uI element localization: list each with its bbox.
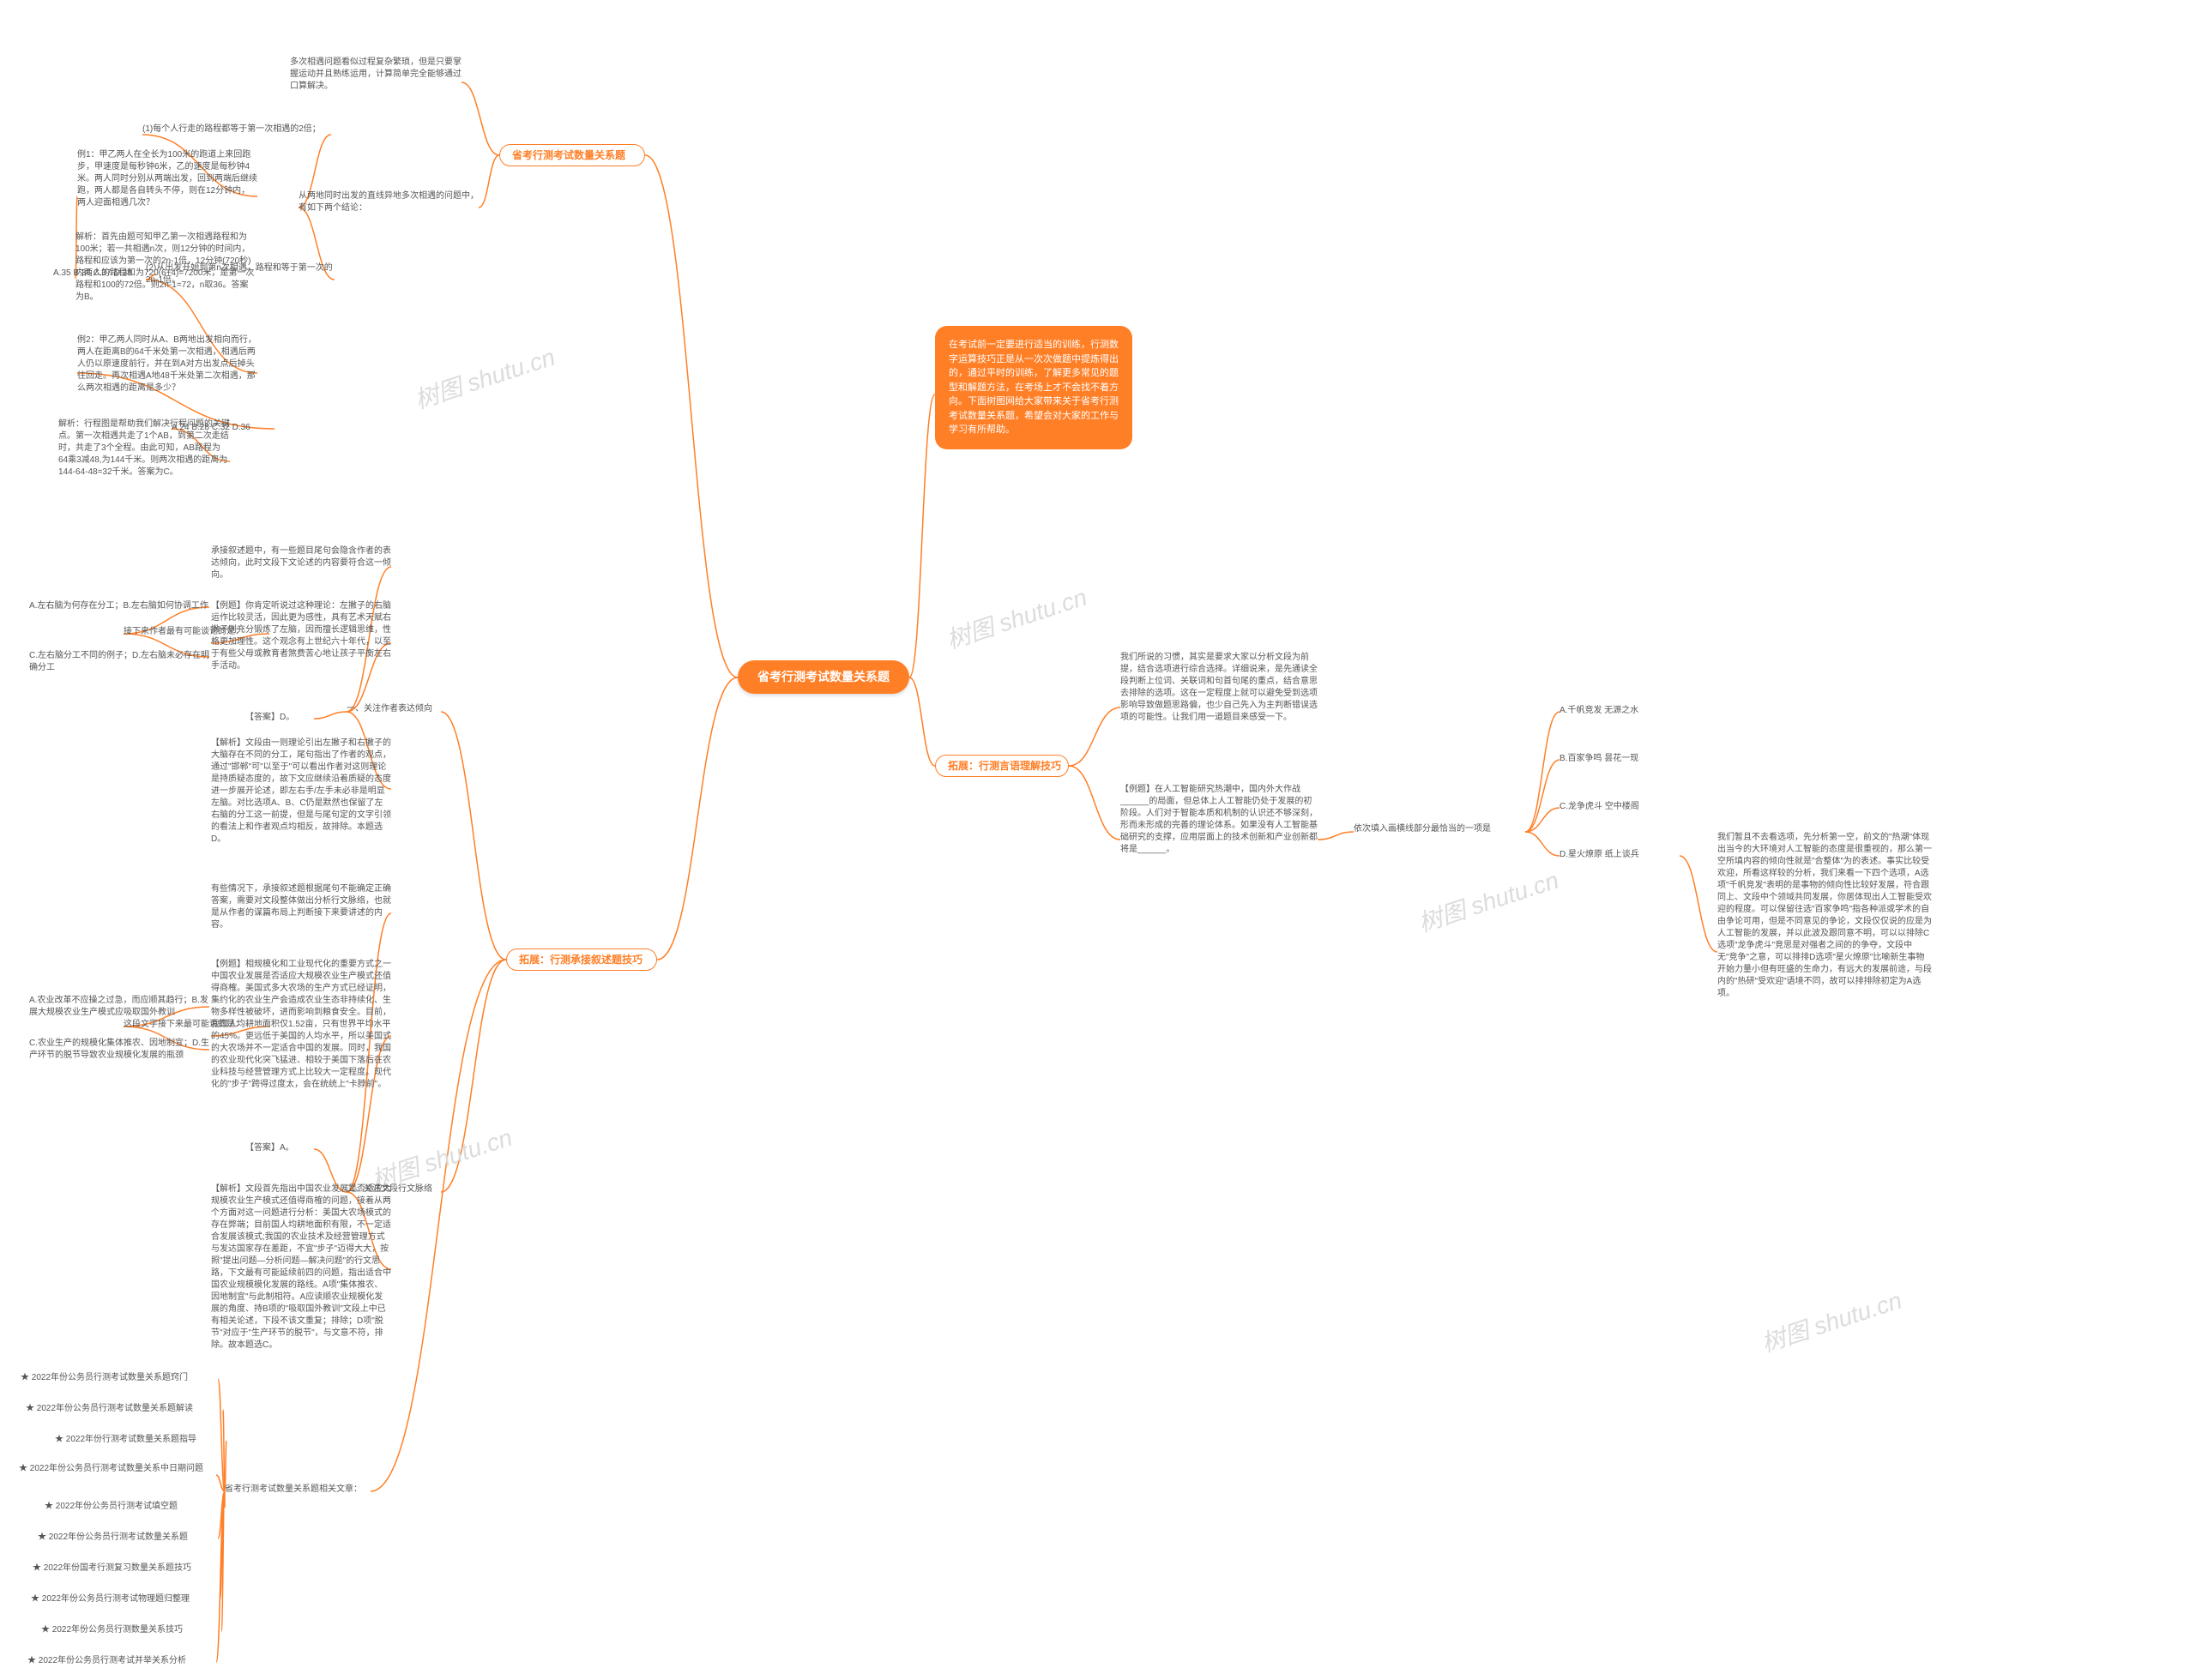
leaf-node: 多次相遇问题看似过程复杂繁琐，但是只要掌握运动并且熟练运用，计算简单完全能够通过… [290, 57, 462, 93]
leaf-node: 这段文字接下来最可能说的是： [124, 1019, 269, 1031]
leaf-node: 例2：甲乙两人同时从A、B两地出发相向而行，两人在距离B的64千米处第一次相遇，… [77, 334, 257, 394]
edge [314, 712, 347, 719]
leaf-node: 我们暂且不去看选项，先分析第一空，前文的"热潮"体现出当今的大环境对人工智能的态… [1717, 832, 1932, 1000]
leaf-node: ★ 2022年份行测考试数量关系题指导 [55, 1434, 226, 1446]
watermark: 树图 shutu.cn [1414, 862, 1563, 939]
leaf-node: 解析：行程图是帮助我们解决行程问题的关键点。第一次相遇共走了1个AB，到第二次走… [58, 418, 230, 479]
mindmap-canvas: 树图 shutu.cn 树图 shutu.cn 树图 shutu.cn 树图 shut… [0, 0, 2196, 1680]
edge [1525, 760, 1560, 832]
root-node: 省考行测考试数量关系题 [738, 660, 909, 694]
edge [1680, 856, 1717, 952]
leaf-node: A.千帆竞发 无源之水 [1560, 705, 1680, 717]
edge [909, 677, 935, 766]
edge [657, 677, 738, 960]
leaf-node: 省考行测考试数量关系题相关文章： [225, 1484, 371, 1496]
leaf-node: C.农业生产的规模化集体推农、因地制宜；D.生产环节的脱节导致农业规模化发展的瓶… [29, 1038, 209, 1062]
leaf-node: A.左右脑为何存在分工；B.左右脑如何协调工作 [29, 600, 209, 612]
edge [1069, 708, 1120, 766]
leaf-node: ★ 2022年份公务员行测数量关系技巧 [41, 1624, 221, 1636]
leaf-node: (1)每个人行走的路程都等于第一次相遇的2倍； [142, 123, 331, 135]
topic-node: 省考行测考试数量关系题 [499, 144, 645, 166]
edge [645, 155, 738, 677]
watermark: 树图 shutu.cn [942, 579, 1091, 656]
edge [1525, 712, 1560, 832]
leaf-node: ★ 2022年份公务员行测考试数量关系题解读 [26, 1403, 223, 1415]
watermark: 树图 shutu.cn [1757, 1282, 1906, 1359]
edge [216, 1491, 225, 1662]
leaf-node: ★ 2022年份公务员行测考试物理题归整理 [31, 1593, 220, 1605]
leaf-node: 接下来作者最有可能谈论的是： [124, 626, 269, 638]
leaf-node: C.龙争虎斗 空中楼阁 [1560, 801, 1680, 813]
leaf-node: D.星火燎原 纸上谈兵 [1560, 849, 1680, 861]
edge [223, 1410, 225, 1491]
topic-node: 拓展：行测承接叙述题技巧 [506, 948, 657, 971]
edge [1525, 832, 1560, 856]
leaf-node: 一、关注作者表达倾向 [347, 703, 441, 715]
leaf-node: ★ 2022年份公务员行测考试数量关系题窍门 [21, 1372, 218, 1384]
leaf-node: 有些情况下，承接叙述题根据尾句不能确定正确答案，需要对文段整体做出分析行文脉络，… [211, 883, 391, 931]
watermark: 树图 shutu.cn [410, 339, 559, 416]
edge [1318, 832, 1354, 840]
edge [441, 960, 506, 1192]
leaf-node: 【例题】在人工智能研究热潮中，国内外大作战______的局面，但总体上人工智能仍… [1120, 784, 1318, 856]
leaf-node: ★ 2022年份公务员行测考试数量关系中日期问题 [19, 1463, 216, 1475]
edge [1069, 766, 1120, 840]
edge [441, 712, 506, 960]
leaf-node: ★ 2022年份公务员行测考试并举关系分析 [27, 1655, 216, 1667]
leaf-node: 承接叙述题中，有一些题目尾句会隐含作者的表达倾向，此时文段下文论述的内容要符合这… [211, 545, 391, 581]
edge [909, 394, 935, 677]
leaf-node: 【答案】A。 [245, 1142, 314, 1154]
leaf-node: 【解析】文段首先指出中国农业发展是否适应大规模农业生产模式还值得商榷的问题，接着… [211, 1183, 391, 1352]
edge [479, 155, 499, 208]
leaf-node: 例1：甲乙两人在全长为100米的跑道上来回跑步，甲速度是每秒钟6米，乙的速度是每… [77, 149, 257, 209]
leaf-node: ★ 2022年份公务员行测考试填空题 [45, 1501, 225, 1513]
leaf-node: B.百家争鸣 昙花一现 [1560, 753, 1680, 765]
leaf-node: C.左右脑分工不同的例子；D.左右脑未必存在明确分工 [29, 650, 209, 674]
topic-node: 拓展：行测言语理解技巧 [935, 755, 1069, 777]
leaf-node: 解析：首先由题可知甲乙第一次相遇路程和为100米；若一共相遇n次，则12分钟的时… [75, 232, 256, 304]
leaf-node: 【解析】文段由一则理论引出左撇子和右撇子的大脑存在不同的分工，尾句指出了作者的观… [211, 738, 391, 846]
leaf-node: 从两地同时出发的直线异地多次相遇的问题中，有如下两个结论： [299, 190, 479, 214]
leaf-node: 我们所说的习惯，其实是要求大家以分析文段为前提，结合选项进行综合选择。详细说来，… [1120, 652, 1318, 724]
edge [216, 1475, 225, 1491]
leaf-node: A.农业改革不应操之过急，而应顺其趋行；B.发展大规模农业生产模式应吸取国外教训 [29, 995, 209, 1019]
leaf-node: 【答案】D。 [245, 712, 314, 724]
edge [218, 1491, 225, 1538]
leaf-node: ★ 2022年份公务员行测考试数量关系题 [38, 1532, 218, 1544]
leaf-node: 依次填入画横线部分最恰当的一项是 [1354, 823, 1525, 835]
edge [462, 82, 499, 155]
leaf-node: ★ 2022年份国考行测复习数量关系题技巧 [33, 1563, 221, 1575]
edge [1525, 808, 1560, 832]
intro-node: 在考试前一定要进行适当的训练，行测数字运算技巧正是从一次次做题中提炼得出的，通过… [935, 326, 1132, 449]
